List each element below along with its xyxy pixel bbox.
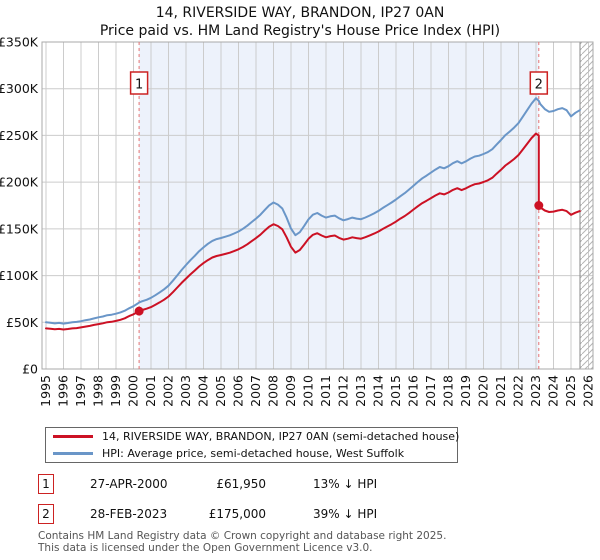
sale-2-hpi-diff: 39% ↓ HPI — [313, 507, 378, 521]
x-tick-label: 2003 — [178, 375, 193, 407]
x-tick-label: 2004 — [196, 375, 211, 407]
plot-border — [41, 41, 594, 370]
sale-1-dot — [134, 306, 144, 316]
between-sales-shaded-region — [139, 42, 539, 369]
x-tick-label: 2005 — [213, 375, 228, 407]
x-tick-label: 2010 — [301, 375, 316, 407]
sale-2-number-badge: 2 — [38, 504, 54, 524]
x-tick-label: 2021 — [493, 375, 508, 407]
x-tick-label: 2007 — [248, 375, 263, 407]
y-tick-label: £150K — [0, 221, 39, 236]
x-tick-label: 2016 — [406, 375, 421, 407]
sale-annotation-row-2: 2 28-FEB-2023 £175,000 39% ↓ HPI — [38, 504, 578, 525]
x-tick-label: 2009 — [283, 375, 298, 407]
x-tick-label: 2000 — [126, 375, 141, 407]
sale-1-number-badge: 1 — [38, 474, 54, 494]
hpi-line-swatch — [53, 452, 93, 455]
x-tick-label: 1997 — [73, 375, 88, 407]
x-tick-label: 2014 — [371, 375, 386, 407]
x-tick-label: 2018 — [441, 375, 456, 407]
legend-label-price-paid: 14, RIVERSIDE WAY, BRANDON, IP27 0AN (se… — [102, 430, 460, 443]
price-paid-line-swatch — [53, 435, 93, 438]
sale-1-date: 27-APR-2000 — [90, 477, 168, 491]
x-tick-label: 2006 — [231, 375, 246, 407]
sale-1-price: £61,950 — [216, 477, 266, 491]
x-tick-label: 2012 — [336, 375, 351, 407]
footer-line-2: This data is licensed under the Open Gov… — [38, 541, 373, 554]
legend-item-hpi: HPI: Average price, semi-detached house,… — [46, 446, 457, 461]
x-tick-label: 1998 — [91, 375, 106, 407]
page-title: 14, RIVERSIDE WAY, BRANDON, IP27 0AN — [155, 5, 445, 21]
x-tick-label: 2013 — [353, 375, 368, 407]
future-hatch-region — [580, 42, 593, 369]
page-subtitle: Price paid vs. HM Land Registry's House … — [99, 23, 501, 39]
x-tick-label: 2020 — [476, 375, 491, 407]
legend-label-hpi: HPI: Average price, semi-detached house,… — [102, 447, 405, 460]
x-tick-label: 2022 — [511, 375, 526, 407]
y-tick-label: £300K — [0, 81, 39, 96]
footer-line-1: Contains HM Land Registry data © Crown c… — [38, 530, 447, 542]
y-tick-label: £0 — [22, 362, 38, 377]
x-tick-label: 2015 — [388, 375, 403, 407]
y-tick-label: £50K — [6, 315, 39, 330]
x-tick-label: 2008 — [266, 375, 281, 407]
y-tick-label: £350K — [0, 35, 39, 50]
x-tick-label: 1999 — [108, 375, 123, 407]
x-tick-label: 2017 — [423, 375, 438, 407]
sale-2-marker-label: 2 — [535, 78, 543, 93]
price-paid-vs-hpi-chart: 1 2 £0 £50K £100K £150K £200K £250K £300K £350K 19… — [0, 35, 596, 407]
y-tick-label: £200K — [0, 175, 39, 190]
sale-1-marker-box — [129, 71, 149, 95]
x-tick-label: 2001 — [143, 375, 158, 407]
x-tick-label: 2024 — [546, 375, 561, 407]
x-tick-label: 1995 — [38, 375, 53, 407]
x-tick-label: 2025 — [563, 375, 578, 407]
sale-2-marker-box — [529, 71, 549, 95]
hpi-line — [45, 97, 581, 325]
license-footer: Contains HM Land Registry data © Crown c… — [38, 530, 447, 554]
sale-2-date: 28-FEB-2023 — [90, 507, 168, 521]
x-tick-label: 2011 — [318, 375, 333, 407]
y-tick-label: £100K — [0, 268, 39, 283]
sale-1-hpi-diff: 13% ↓ HPI — [313, 477, 378, 491]
x-tick-label: 2026 — [581, 375, 596, 407]
x-tick-label: 2019 — [458, 375, 473, 407]
legend-item-price-paid: 14, RIVERSIDE WAY, BRANDON, IP27 0AN (se… — [46, 429, 460, 444]
x-tick-label: 2002 — [161, 375, 176, 407]
x-tick-label: 2023 — [528, 375, 543, 407]
sale-2-dot — [534, 201, 544, 210]
y-tick-label: £250K — [0, 128, 39, 143]
sale-2-price: £175,000 — [208, 507, 266, 521]
chart-legend: 14, RIVERSIDE WAY, BRANDON, IP27 0AN (se… — [45, 427, 460, 463]
sale-annotation-row-1: 1 27-APR-2000 £61,950 13% ↓ HPI — [38, 474, 578, 495]
sale-1-marker-label: 1 — [135, 78, 143, 93]
x-tick-label: 1996 — [56, 375, 71, 407]
